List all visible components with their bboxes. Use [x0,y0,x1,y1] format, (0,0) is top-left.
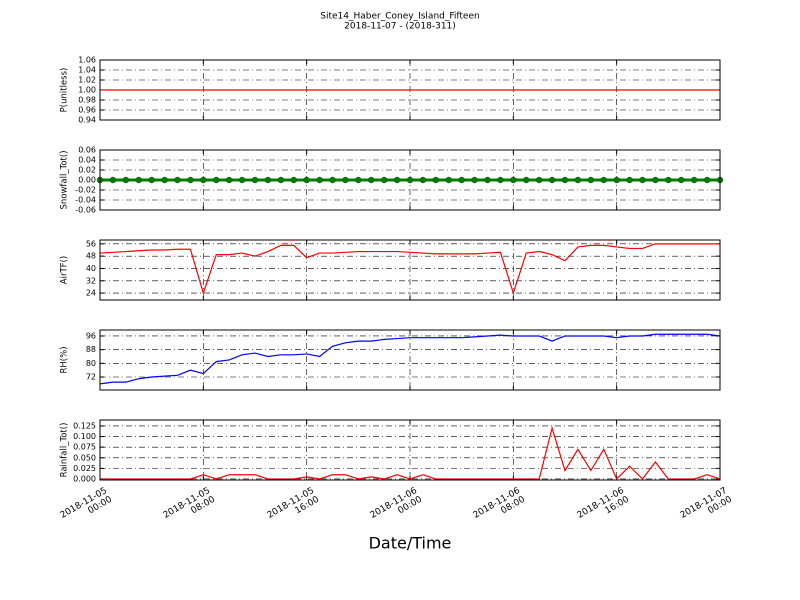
y-tick-label: 0.04 [78,156,96,165]
data-marker [626,176,633,184]
y-tick-label: 56 [86,239,96,248]
y-tick-label: 0.98 [78,96,96,105]
y-axis-label: P(unitless) [60,68,70,113]
y-tick-label: 96 [86,331,96,340]
data-marker [251,176,259,184]
data-marker [445,176,452,184]
data-marker [329,176,336,184]
data-marker [303,176,310,184]
data-marker [109,176,117,184]
data-marker [639,176,646,184]
data-marker [613,176,620,184]
y-tick-label: 1.02 [78,76,96,85]
plot-frame [99,329,721,391]
plot-frame [99,59,721,121]
data-marker [381,176,388,184]
y-tick-label: 0.02 [78,166,96,175]
y-tick-label: 0.075 [73,443,96,452]
data-marker [574,176,582,184]
y-tick-label: 1.00 [78,86,96,95]
y-tick-label: -0.06 [75,206,96,215]
chart-title: Site14_Haber_Coney_Island_Fifteen [320,12,479,22]
data-marker [510,176,517,184]
y-axis-label: Rainfall_Tot() [60,423,70,478]
data-marker [264,176,272,184]
y-tick-label: 80 [86,359,96,368]
y-tick-label: 0.00 [78,176,96,185]
data-marker [238,176,246,184]
y-tick-label: -0.02 [75,186,96,195]
y-tick-label: 0.125 [73,421,96,430]
data-marker [342,176,349,184]
y-tick-label: 40 [86,264,96,273]
y-axis-label: AirTF() [60,256,70,284]
y-tick-label: 0.050 [73,453,96,462]
data-marker [368,176,375,184]
y-tick-label: 0.025 [73,464,96,473]
data-marker [200,176,207,184]
data-line [99,243,720,296]
y-tick-label: 0.96 [78,106,96,115]
y-tick-label: 0.06 [78,146,96,155]
y-tick-label: 0.000 [73,474,96,483]
y-tick-label: -0.04 [75,196,96,205]
data-marker [497,176,504,184]
data-marker [419,176,427,184]
data-marker [548,176,556,184]
data-marker [587,176,594,184]
data-marker [458,176,465,184]
data-marker [678,176,685,184]
y-tick-label: 0.94 [78,116,96,125]
data-marker [161,176,168,184]
data-marker [432,176,439,184]
data-marker [652,176,659,184]
data-marker [316,176,323,184]
y-axis-label: RH(%) [60,346,70,373]
y-tick-label: 24 [86,289,96,298]
data-marker [355,176,362,184]
data-marker [406,176,414,184]
data-marker [471,176,478,184]
data-marker [536,176,543,184]
plot-frame [99,149,721,211]
y-tick-label: 48 [86,252,96,261]
y-tick-label: 0.100 [73,432,96,441]
data-marker [665,176,672,184]
data-marker [393,176,401,184]
data-marker [122,176,129,184]
y-tick-label: 1.06 [78,56,96,65]
y-tick-label: 72 [86,373,96,382]
y-axis-label: Snowfall_Tot() [60,150,70,209]
chart-subtitle: 2018-11-07 - (2018-311) [344,22,456,32]
data-marker [561,176,569,184]
plot-frame [99,419,721,481]
y-tick-label: 1.04 [78,66,96,75]
data-marker [277,176,284,184]
data-marker [523,176,530,184]
data-marker [174,176,181,184]
data-marker [213,176,220,184]
data-marker [691,176,698,184]
data-marker [703,176,711,184]
data-marker [484,176,491,184]
data-line [100,425,721,481]
y-tick-label: 32 [86,276,96,285]
plot-frame [99,239,721,301]
data-line [99,333,721,385]
x-axis-label: Date/Time [369,534,452,553]
data-marker [187,176,194,184]
data-marker [148,176,155,184]
data-marker [135,176,142,184]
data-marker [600,176,607,184]
data-marker [226,176,233,184]
y-tick-label: 88 [86,345,96,354]
data-marker [290,176,297,184]
